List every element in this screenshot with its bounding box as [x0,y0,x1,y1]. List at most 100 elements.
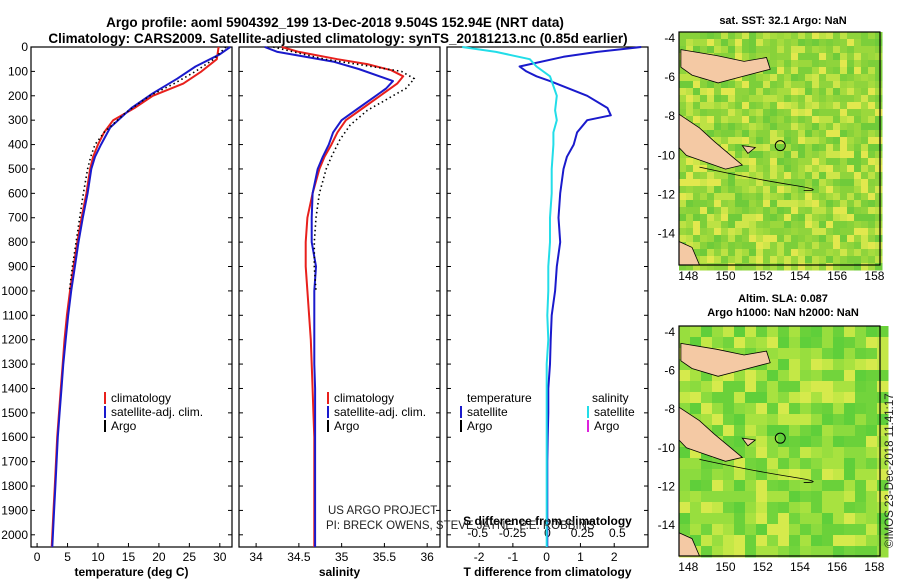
map-cell [742,214,750,222]
map-cell [742,53,750,61]
map-cell [868,214,876,222]
x-tick-label: 34.5 [287,550,311,564]
y-tick-label: 500 [8,162,28,176]
map-cell [833,207,841,215]
map-cell [819,235,827,243]
map-cell [745,458,757,470]
map-cell [805,95,813,103]
map-cell [812,242,820,250]
map-cell [763,221,771,229]
map-cell [777,249,785,257]
map-cell [805,221,813,229]
map-cell [735,151,743,159]
map-cell [833,263,841,271]
map-cell [819,158,827,166]
map-cell [840,109,848,117]
map-cell [679,337,691,349]
map-land-new-britain [680,342,771,377]
map-cell [826,109,834,117]
map-cell [707,249,715,257]
map-cell [728,39,736,47]
salinity-legend: climatology satellite-adj. clim. Argo [327,391,426,433]
map-cell [791,46,799,54]
map-cell [707,207,715,215]
map-cell [819,249,827,257]
map-cell [805,242,813,250]
map-cell [847,130,855,138]
temperature-plot-frame [30,46,233,548]
map-cell [777,256,785,264]
map-cell [770,109,778,117]
map-cell [767,469,779,481]
map-cell [686,214,694,222]
map-cell [840,88,848,96]
map-cell [723,491,735,503]
map-cell [728,102,736,110]
map-cell [700,235,708,243]
map-cell [855,326,867,338]
map-cell [784,39,792,47]
y-tick-label: 1400 [1,381,28,395]
map-cell [812,102,820,110]
x-tick-label: 2 [611,550,618,564]
map-cell [714,88,722,96]
map-cell [742,39,750,47]
map-cell [855,359,867,371]
map-cell [855,392,867,404]
map-cell [847,165,855,173]
legend-clim-label: climatology [111,391,171,405]
map-cell [861,263,869,271]
map-cell [756,53,764,61]
map-cell [861,235,869,243]
map-cell [877,524,889,536]
map-cell [877,480,889,492]
map-cell [833,491,845,503]
map-cell [763,32,771,40]
map-cell [791,137,799,145]
map-cell [800,359,812,371]
map-cell [756,95,764,103]
map-cell [679,524,691,536]
map-cell [822,447,834,459]
map-cell [805,179,813,187]
map-cell [756,151,764,159]
map-cell [701,480,713,492]
map-cell [721,116,729,124]
map-cell [777,109,785,117]
map-cell [805,165,813,173]
map-cell [690,370,702,382]
map-cell [767,326,779,338]
map-cell [840,263,848,271]
map-cell [778,348,790,360]
map-cell [866,392,878,404]
map-cell [712,337,724,349]
x-top-tick-label: 0.5 [609,526,626,540]
map-cell [812,207,820,215]
map-cell [734,392,746,404]
map-cell [778,524,790,536]
map-cell [686,172,694,180]
map-cell [789,458,801,470]
map-cell [833,81,841,89]
map-cell [749,249,757,257]
map-cell [679,403,691,415]
map-cell [800,513,812,525]
map-cell [844,392,856,404]
map-cell [728,214,736,222]
map-cell [854,200,862,208]
map-cell [700,228,708,236]
map-cell [712,535,724,547]
difference-panel: -2 -1 0 1 2-0.5 -0.25 0 0.25 0.5S difference fro… [446,46,649,579]
map-cell [784,158,792,166]
map-cell [847,137,855,145]
map-cell [721,242,729,250]
map-cell [784,60,792,68]
map-cell [855,348,867,360]
map-cell [686,165,694,173]
map-cell [701,513,713,525]
map-cell [789,546,801,558]
map-cell [778,425,790,437]
map-cell [855,502,867,514]
x-tick-label: 15 [122,550,136,564]
